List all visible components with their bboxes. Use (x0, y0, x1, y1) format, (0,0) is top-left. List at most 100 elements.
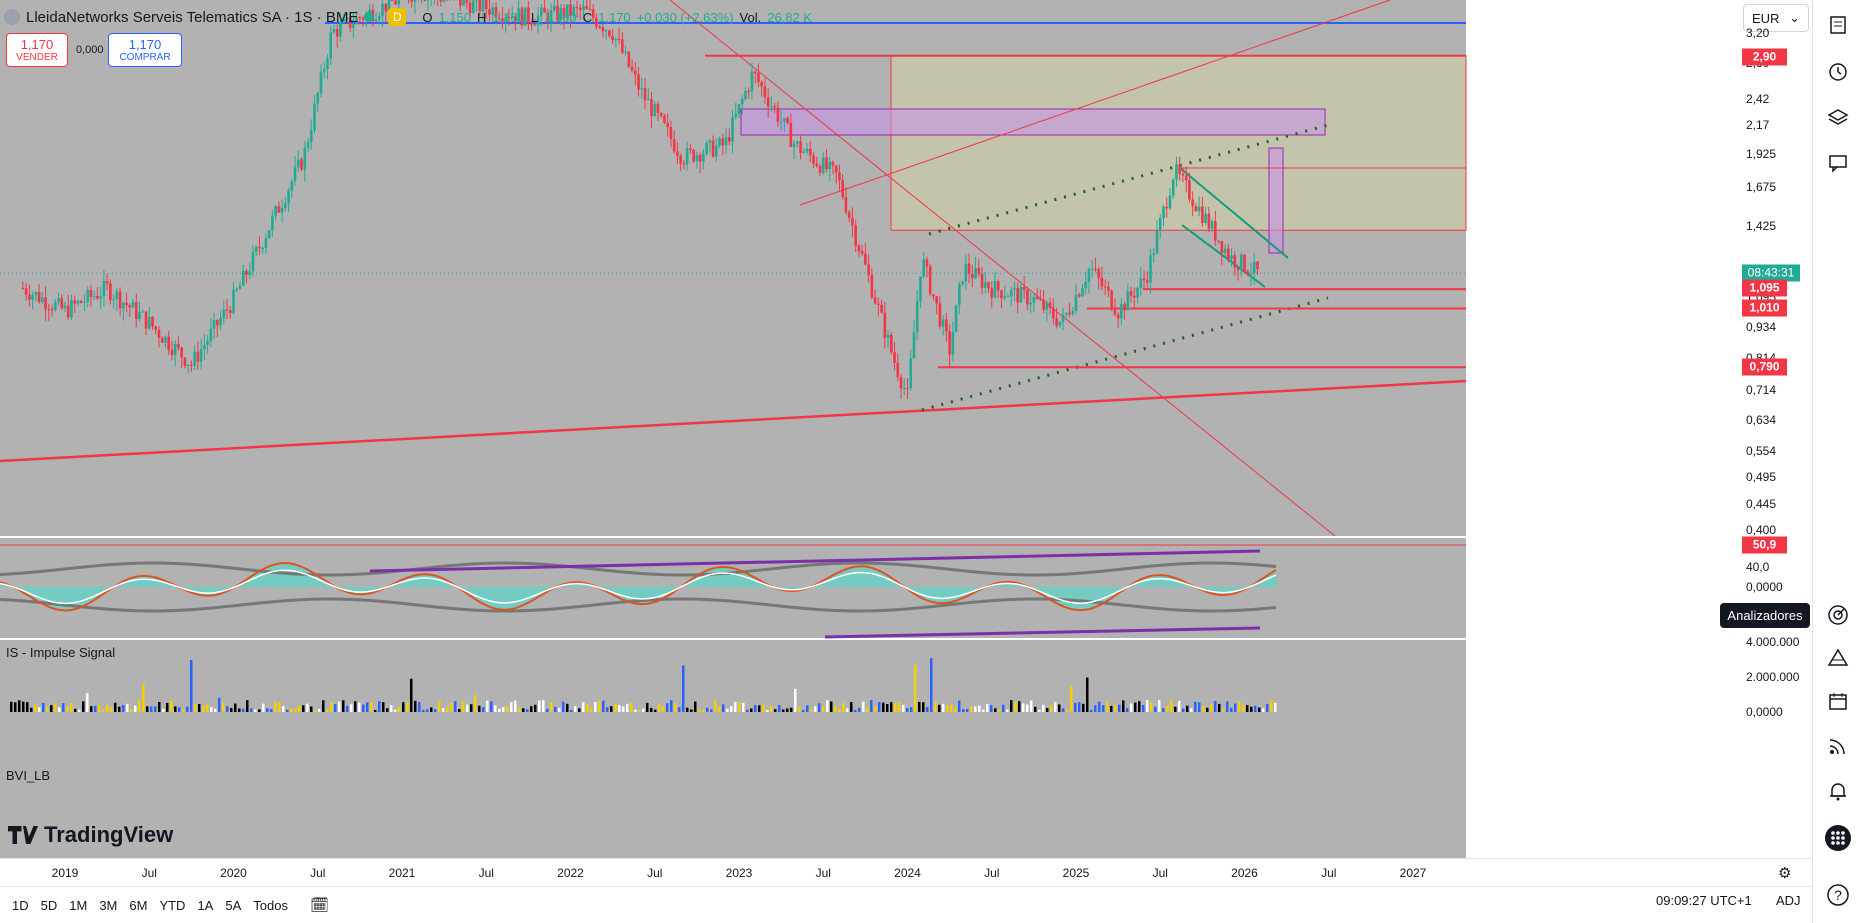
candle-body (575, 7, 579, 9)
timeframe-button[interactable]: 6M (129, 897, 148, 913)
candle-body (284, 203, 287, 208)
clock[interactable]: 09:09:27 UTC+1 (1656, 893, 1752, 908)
candle-body (967, 263, 971, 275)
target-zone (890, 55, 1467, 231)
volume-bar (58, 707, 61, 712)
candle-body (109, 283, 112, 301)
broadcast-icon[interactable] (1825, 733, 1851, 759)
volume-bar (458, 709, 461, 712)
candle-body (1039, 298, 1042, 300)
candle-body (932, 294, 935, 297)
candle-body (867, 264, 870, 276)
candle-body (316, 93, 320, 104)
volume-bar (1090, 709, 1093, 712)
date-range-icon[interactable]: 🗓 (309, 897, 329, 914)
volume-bar (1026, 704, 1029, 712)
chart-canvas[interactable] (0, 0, 1812, 858)
adj-toggle[interactable]: ADJ (1776, 893, 1801, 908)
volume-bar (78, 709, 81, 712)
candle-body (484, 0, 488, 10)
candle-body (63, 305, 67, 309)
volume-bar (418, 702, 421, 712)
timeframe-button[interactable]: YTD (159, 897, 186, 913)
volume-bar (134, 705, 137, 712)
projection-box (1268, 147, 1284, 254)
help-icon[interactable]: ? (1825, 882, 1851, 908)
candle-body (491, 7, 495, 15)
candle-body (267, 230, 271, 239)
volume-bar (962, 709, 965, 712)
candle-body (734, 113, 738, 118)
candle-body (105, 280, 109, 284)
candle-body (578, 7, 582, 11)
timeframe-button[interactable]: 5A (225, 897, 242, 913)
volume-bar (1218, 703, 1221, 712)
candle-body (621, 39, 624, 53)
currency-select[interactable]: EUR ⌄ (1743, 4, 1809, 32)
settings-gear-icon[interactable]: ⚙ (1778, 865, 1792, 882)
volume-pane-title[interactable]: BVI_LB (6, 768, 51, 783)
candle-body (818, 165, 822, 173)
volume-bar (850, 702, 853, 712)
time-axis[interactable]: 2019 Jul 2020 Jul 2021 Jul 2022 Jul 2023 Jul 2024 J… (0, 858, 1812, 886)
volume-bar (142, 683, 145, 712)
candle-body (724, 137, 728, 146)
candle-body (1016, 288, 1019, 303)
alerts-clock-icon[interactable] (1825, 58, 1851, 84)
indicator-title[interactable]: IS - Impulse Signal (6, 645, 116, 660)
volume-bar (606, 707, 609, 712)
volume-bar (430, 707, 433, 712)
candle-body (993, 281, 997, 298)
long-support-line (0, 379, 1467, 463)
notifications-icon[interactable] (1825, 778, 1851, 804)
candle-body (378, 16, 381, 20)
timeframe-button[interactable]: 1A (197, 897, 214, 913)
time-tick: Jul (984, 866, 1000, 880)
candle-body (264, 238, 268, 249)
candle-body (258, 246, 261, 249)
candle-body (1246, 271, 1250, 274)
timeframe-button[interactable]: 1M (69, 897, 88, 913)
delayed-badge[interactable]: D (388, 8, 407, 26)
candle-body (1074, 294, 1078, 311)
candle-body (245, 270, 248, 275)
close-label: C (582, 9, 593, 25)
volume-bar (838, 708, 841, 712)
volume-bar (338, 701, 341, 712)
volume-bar (246, 700, 249, 712)
symbol-title[interactable]: LleidaNetworks Serveis Telematics SA · 1… (26, 8, 359, 26)
tradingview-logo[interactable]: TradingView (8, 822, 173, 848)
analyzers-icon[interactable] (1825, 602, 1851, 628)
timeframe-button[interactable]: 3M (99, 897, 118, 913)
timeframe-button[interactable]: Todos (253, 897, 288, 913)
candle-body (565, 4, 569, 19)
buy-button[interactable]: 1,170 COMPRAR (108, 33, 182, 67)
chat-icon[interactable] (1825, 150, 1851, 176)
candle-body (271, 215, 274, 231)
candle-body (442, 0, 446, 2)
candle-body (232, 289, 235, 313)
candle-body (1152, 253, 1156, 256)
sell-button[interactable]: 1,170 VENDER (6, 33, 68, 67)
volume-bar (802, 709, 805, 712)
volume-bar (706, 707, 709, 712)
watchlist-icon[interactable] (1825, 12, 1851, 38)
volume-bar (258, 709, 261, 712)
volume-bar (226, 706, 229, 712)
candle-body (481, 0, 485, 12)
apps-grid-icon[interactable] (1825, 825, 1851, 851)
volume-bar (1126, 708, 1129, 712)
volume-bar (1154, 706, 1157, 712)
high-value: 1,180 (492, 9, 525, 25)
volume-bar (414, 700, 417, 712)
low-label: L (530, 9, 539, 25)
timeframe-button[interactable]: 5D (40, 897, 58, 913)
layers-icon[interactable] (1825, 104, 1851, 130)
candle-body (877, 303, 880, 305)
candle-body (209, 328, 213, 341)
volume-bar (266, 708, 269, 712)
calendar-icon[interactable] (1825, 688, 1851, 714)
timeframe-button[interactable]: 1D (12, 897, 29, 913)
pine-icon[interactable] (1825, 645, 1851, 671)
candle-body (799, 141, 802, 153)
